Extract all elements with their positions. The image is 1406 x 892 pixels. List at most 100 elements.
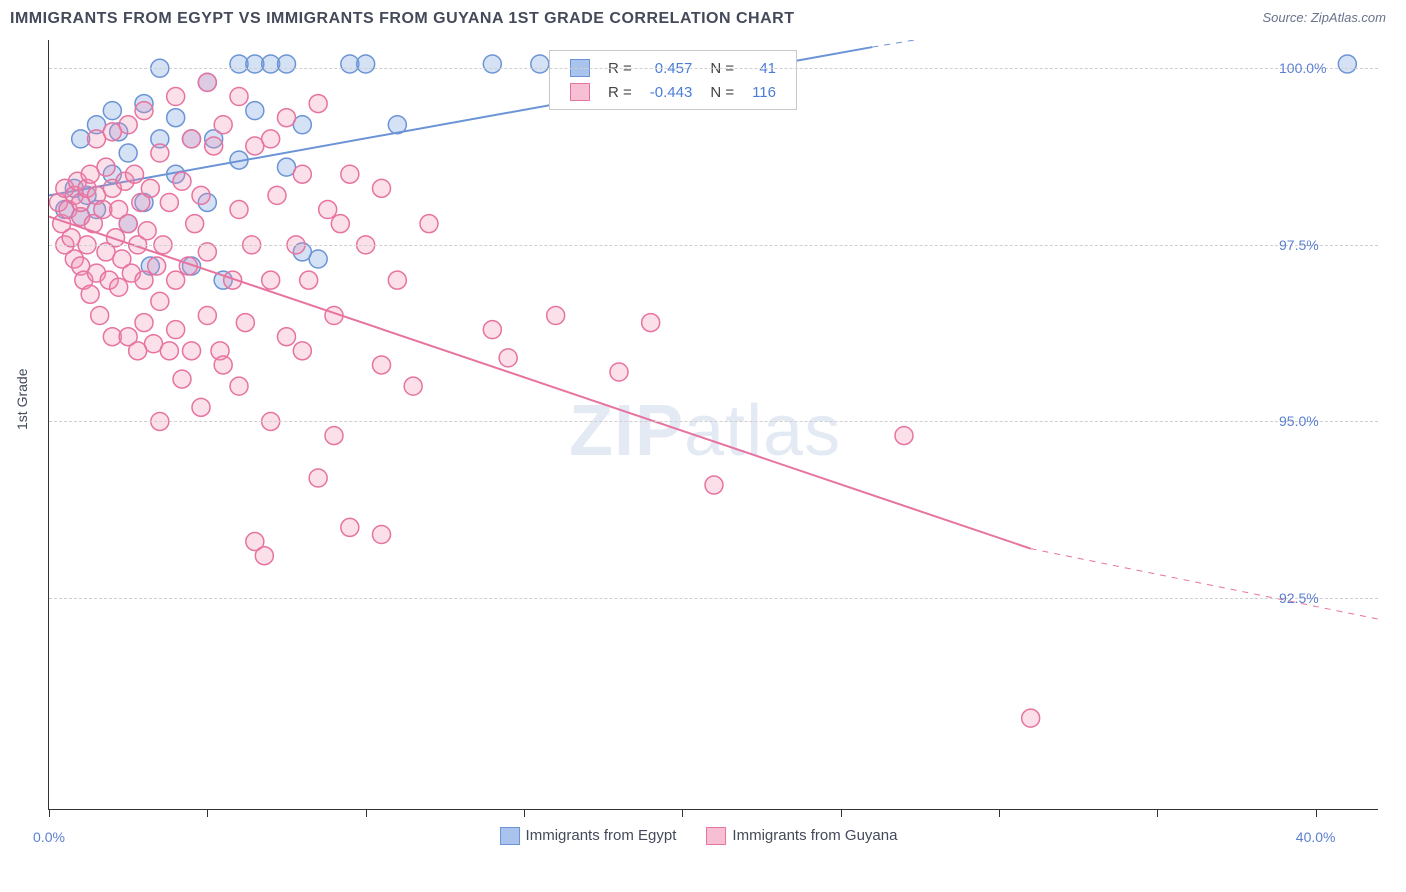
data-point-guyana xyxy=(138,222,156,240)
data-point-guyana xyxy=(278,328,296,346)
data-point-guyana xyxy=(483,321,501,339)
data-point-guyana xyxy=(183,342,201,360)
data-point-guyana xyxy=(547,307,565,325)
data-point-guyana xyxy=(499,349,517,367)
y-tick-label: 92.5% xyxy=(1279,590,1319,606)
data-point-egypt xyxy=(531,55,549,73)
data-point-guyana xyxy=(309,469,327,487)
data-point-egypt xyxy=(1338,55,1356,73)
data-point-guyana xyxy=(895,427,913,445)
chart-title: IMMIGRANTS FROM EGYPT VS IMMIGRANTS FROM… xyxy=(10,10,794,28)
data-point-guyana xyxy=(214,356,232,374)
data-point-egypt xyxy=(167,109,185,127)
x-tick xyxy=(1316,809,1317,817)
data-point-guyana xyxy=(135,271,153,289)
data-point-guyana xyxy=(262,271,280,289)
x-tick xyxy=(999,809,1000,817)
data-point-guyana xyxy=(262,130,280,148)
data-point-egypt xyxy=(309,250,327,268)
x-tick xyxy=(524,809,525,817)
data-point-guyana xyxy=(198,73,216,91)
series-legend: Immigrants from Egypt Immigrants from Guy… xyxy=(500,827,928,845)
data-point-guyana xyxy=(91,307,109,325)
y-tick-label: 95.0% xyxy=(1279,413,1319,429)
data-point-guyana xyxy=(404,377,422,395)
data-point-guyana xyxy=(167,271,185,289)
data-point-guyana xyxy=(420,215,438,233)
data-point-guyana xyxy=(610,363,628,381)
data-point-guyana xyxy=(205,137,223,155)
data-point-guyana xyxy=(97,158,115,176)
x-tick xyxy=(207,809,208,817)
data-point-guyana xyxy=(141,179,159,197)
data-point-guyana xyxy=(300,271,318,289)
scatter-plot: ZIPatlas R = 0.457N = 41R = -0.443N = 11… xyxy=(48,40,1378,810)
data-point-egypt xyxy=(278,55,296,73)
data-point-guyana xyxy=(230,377,248,395)
data-point-egypt xyxy=(483,55,501,73)
data-point-guyana xyxy=(373,179,391,197)
data-point-guyana xyxy=(319,201,337,219)
data-point-guyana xyxy=(373,525,391,543)
y-tick-label: 100.0% xyxy=(1279,60,1326,76)
data-point-guyana xyxy=(160,342,178,360)
gridline-h xyxy=(49,421,1378,422)
x-tick xyxy=(1157,809,1158,817)
x-tick-label: 40.0% xyxy=(1296,829,1336,845)
data-point-guyana xyxy=(268,186,286,204)
trend-line-dash-guyana xyxy=(1031,549,1379,620)
data-point-guyana xyxy=(119,215,137,233)
data-point-guyana xyxy=(192,186,210,204)
data-point-guyana xyxy=(325,427,343,445)
data-point-guyana xyxy=(236,314,254,332)
data-point-guyana xyxy=(1022,709,1040,727)
data-point-guyana xyxy=(388,271,406,289)
stats-legend: R = 0.457N = 41R = -0.443N = 116 xyxy=(549,50,797,110)
data-point-guyana xyxy=(230,201,248,219)
data-point-guyana xyxy=(119,116,137,134)
data-point-guyana xyxy=(151,292,169,310)
x-tick xyxy=(366,809,367,817)
data-point-guyana xyxy=(341,165,359,183)
data-point-guyana xyxy=(135,314,153,332)
data-point-egypt xyxy=(357,55,375,73)
data-point-guyana xyxy=(186,215,204,233)
data-point-egypt xyxy=(246,102,264,120)
data-point-guyana xyxy=(214,116,232,134)
data-point-guyana xyxy=(341,518,359,536)
x-tick xyxy=(841,809,842,817)
data-point-guyana xyxy=(151,144,169,162)
data-point-guyana xyxy=(167,88,185,106)
data-point-guyana xyxy=(192,398,210,416)
y-axis-label: 1st Grade xyxy=(14,369,30,430)
x-tick xyxy=(49,809,50,817)
data-point-guyana xyxy=(148,257,166,275)
x-tick xyxy=(682,809,683,817)
trend-line-dash-egypt xyxy=(872,40,1379,47)
x-tick-label: 0.0% xyxy=(33,829,65,845)
trend-line-guyana xyxy=(49,217,1031,549)
chart-svg xyxy=(49,40,1379,810)
data-point-guyana xyxy=(135,102,153,120)
data-point-guyana xyxy=(167,321,185,339)
data-point-guyana xyxy=(198,307,216,325)
data-point-guyana xyxy=(173,172,191,190)
data-point-guyana xyxy=(331,215,349,233)
data-point-guyana xyxy=(309,95,327,113)
data-point-guyana xyxy=(293,342,311,360)
y-tick-label: 97.5% xyxy=(1279,237,1319,253)
data-point-guyana xyxy=(293,165,311,183)
data-point-guyana xyxy=(705,476,723,494)
gridline-h xyxy=(49,68,1378,69)
legend-item-egypt: Immigrants from Egypt xyxy=(500,827,677,844)
gridline-h xyxy=(49,245,1378,246)
source-credit: Source: ZipAtlas.com xyxy=(1262,10,1386,28)
data-point-guyana xyxy=(230,88,248,106)
data-point-guyana xyxy=(160,193,178,211)
stats-row-guyana: R = -0.443N = 116 xyxy=(562,81,784,103)
gridline-h xyxy=(49,598,1378,599)
data-point-guyana xyxy=(81,285,99,303)
data-point-egypt xyxy=(103,102,121,120)
data-point-guyana xyxy=(183,130,201,148)
legend-item-guyana: Immigrants from Guyana xyxy=(706,827,897,844)
